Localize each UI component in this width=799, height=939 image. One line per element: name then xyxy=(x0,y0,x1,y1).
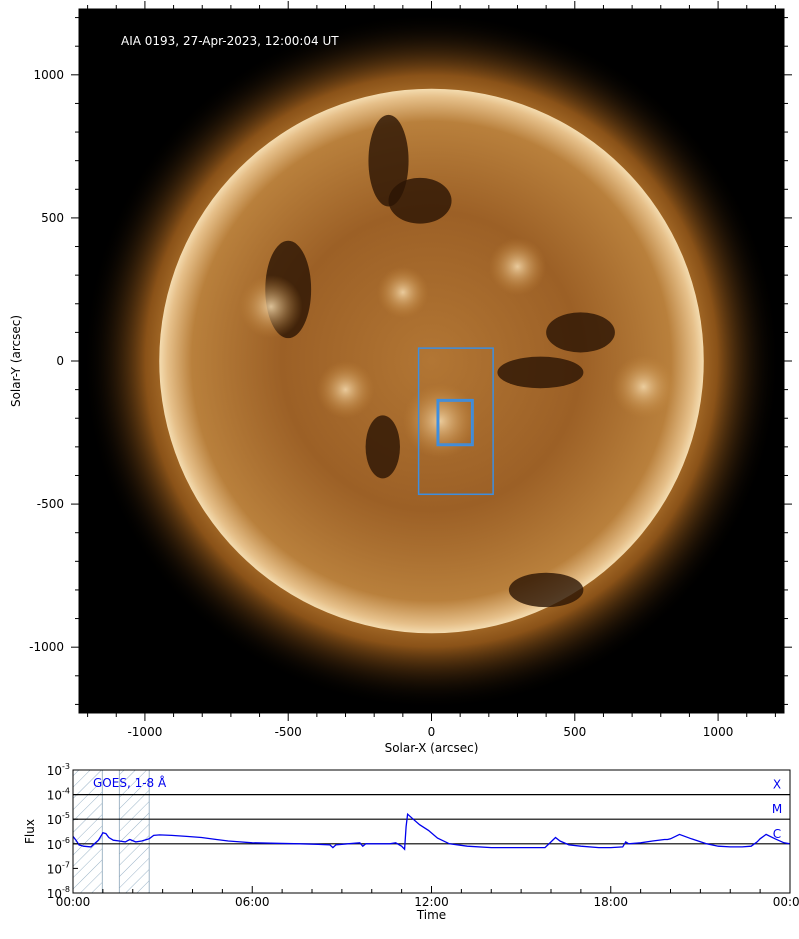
goes-plot-area xyxy=(73,770,790,893)
goes-y-tick-label: 10-5 xyxy=(47,811,70,827)
active-region-central xyxy=(402,383,478,459)
region-box-2 xyxy=(436,398,474,447)
shaded-interval xyxy=(118,769,150,894)
goes-flux-line xyxy=(73,812,790,851)
bright-region-west-limb xyxy=(612,355,676,419)
image-x-axis-label: Solar-X (arcsec) xyxy=(385,741,479,755)
flare-class-lines: XMC xyxy=(73,778,790,845)
region-box-1 xyxy=(417,347,494,496)
goes-legend: GOES, 1-8 Å xyxy=(93,775,167,790)
goes-y-axis: 10-3 10-4 10-5 10-6 10-7 10-8 xyxy=(47,762,78,901)
disk-features xyxy=(239,114,676,608)
coronal-hole-west xyxy=(546,312,615,353)
active-region-north xyxy=(377,266,429,319)
goes-x-axis: 00:00 06:00 12:00 18:00 00:00 xyxy=(56,886,799,909)
goes-x-tick-label: 18:00 xyxy=(593,895,628,909)
bright-region-northwest xyxy=(488,237,547,296)
x-tick-label: 0 xyxy=(428,725,436,739)
image-y-axis: -1000 -500 0 500 1000 xyxy=(29,17,792,705)
coronal-hole-center-west xyxy=(497,356,584,389)
solar-disk xyxy=(159,88,704,634)
class-label: C xyxy=(773,827,781,841)
goes-y-axis-label: Flux xyxy=(23,819,37,844)
region-box-3 xyxy=(437,400,473,445)
goes-x-axis-label: Time xyxy=(416,908,446,922)
y-tick-label: 1000 xyxy=(33,68,64,82)
bright-region-east xyxy=(239,275,303,339)
x-tick-label: 500 xyxy=(563,725,586,739)
region-boxes xyxy=(417,347,494,496)
x-tick-label: -500 xyxy=(275,725,302,739)
shaded-intervals xyxy=(72,769,150,894)
coronal-hole-southeast xyxy=(365,415,400,479)
bright-region-southeast xyxy=(316,360,375,419)
goes-x-tick-label: 00:00 xyxy=(773,895,799,909)
class-label: X xyxy=(773,778,781,792)
y-tick-label: 500 xyxy=(41,211,64,225)
x-tick-label: -1000 xyxy=(127,725,162,739)
goes-x-tick-label: 06:00 xyxy=(235,895,270,909)
coronal-hole-south xyxy=(508,572,584,608)
x-tick-label: 1000 xyxy=(703,725,734,739)
goes-y-tick-label: 10-6 xyxy=(47,836,70,852)
class-label: M xyxy=(772,802,782,816)
goes-y-tick-label: 10-3 xyxy=(47,762,70,778)
goes-y-tick-label: 10-7 xyxy=(47,860,70,876)
y-tick-label: -1000 xyxy=(29,640,64,654)
goes-x-tick-label: 12:00 xyxy=(414,895,449,909)
goes-y-tick-label: 10-4 xyxy=(47,787,70,803)
image-y-axis-label: Solar-Y (arcsec) xyxy=(9,315,23,407)
y-tick-label: 0 xyxy=(56,354,64,368)
coronal-hole-north-lower xyxy=(388,177,452,224)
image-x-axis: -1000 -500 0 500 1000 xyxy=(87,1,776,739)
coronal-hole-north xyxy=(368,114,409,207)
goes-panel: XMC GOES, 1-8 Å 00:00 06:00 12:00 18:00 00:0… xyxy=(23,762,799,922)
goes-x-tick-label: 00:00 xyxy=(56,895,91,909)
solar-image-panel: AIA 0193, 27-Apr-2023, 12:00:04 UT -1000… xyxy=(9,1,792,755)
goes-y-tick-label: 10-8 xyxy=(47,885,70,901)
y-tick-label: -500 xyxy=(37,497,64,511)
image-title: AIA 0193, 27-Apr-2023, 12:00:04 UT xyxy=(121,34,339,48)
